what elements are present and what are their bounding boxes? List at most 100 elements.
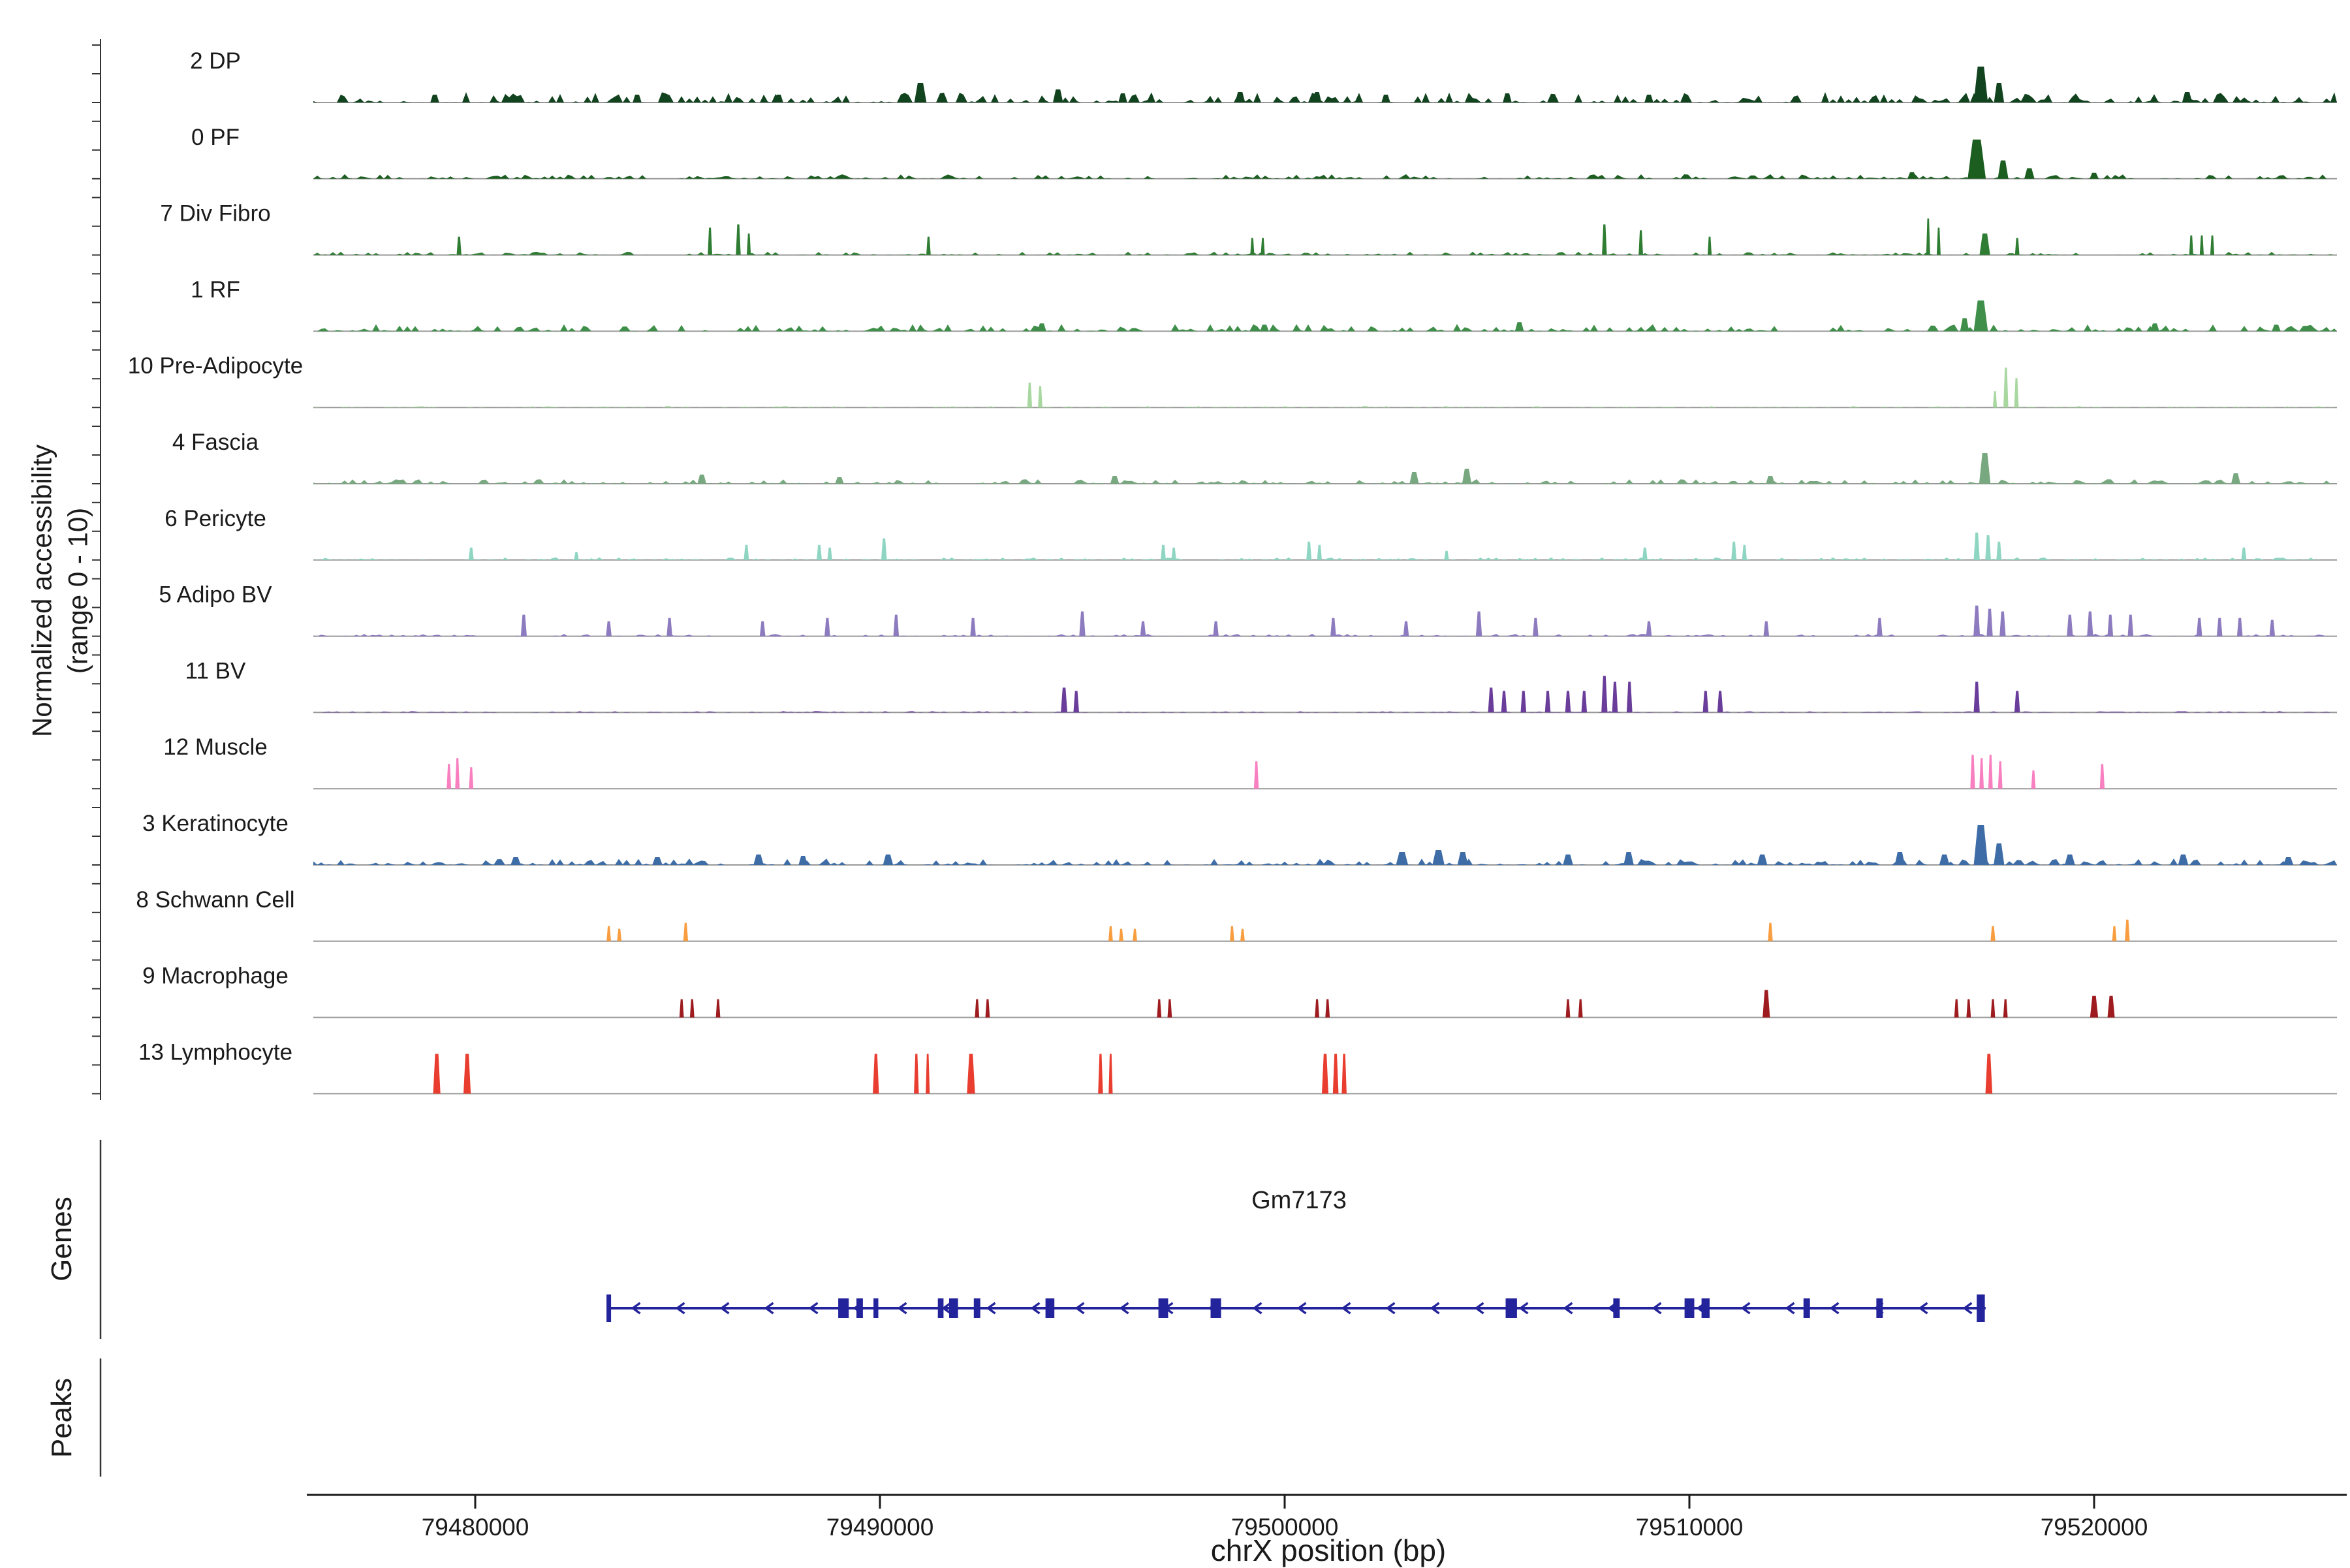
signal-peak — [2090, 996, 2099, 1018]
signal-peak — [1503, 93, 1512, 102]
gene-name-label: Gm7173 — [1251, 1187, 1347, 1214]
x-axis-tick-label: 79480000 — [422, 1514, 529, 1541]
signal-peak — [1133, 928, 1137, 941]
track-10-pre-adipocyte: 10 Pre-Adipocyte — [128, 353, 2337, 409]
signal-peak — [975, 999, 980, 1018]
gene-exon — [937, 1298, 944, 1318]
signal-peak — [1073, 691, 1079, 713]
signal-peak — [2003, 999, 2008, 1018]
signal-peak — [1985, 1054, 1993, 1094]
track-signal-noise — [313, 858, 2337, 865]
signal-peak — [1514, 322, 1524, 332]
signal-peak — [1240, 928, 1245, 941]
signal-peak — [1985, 535, 1991, 560]
signal-peak — [1565, 691, 1571, 713]
signal-peak — [715, 999, 721, 1018]
signal-peak — [1763, 621, 1770, 636]
signal-peak — [798, 856, 807, 865]
signal-peak — [736, 224, 741, 255]
signal-peak — [2216, 618, 2223, 636]
strand-arrow-left-icon — [1030, 1302, 1041, 1315]
signal-peak — [1565, 999, 1571, 1018]
signal-peak — [446, 764, 452, 789]
gene-exon — [1045, 1298, 1055, 1318]
signal-peak — [2241, 547, 2247, 560]
x-axis-tick-label: 79490000 — [826, 1514, 934, 1541]
x-axis: 79480000 79490000 79500000 79510000 79520000 — [307, 1494, 2347, 1541]
y-axis-label-line2: (range 0 - 10) — [62, 507, 93, 674]
signal-peak — [1167, 999, 1172, 1018]
signal-peak — [2065, 855, 2075, 865]
track-0-pf: 0 PF — [191, 125, 2337, 180]
track-label: 7 Div Fibro — [160, 201, 270, 227]
track-label: 13 Lymphocyte — [138, 1039, 292, 1065]
signal-peak — [1973, 825, 1988, 865]
signal-peak — [873, 1054, 879, 1094]
signal-peak — [1998, 160, 2009, 179]
signal-peak — [2283, 857, 2294, 865]
track-5-adipo-bv: 5 Adipo BV — [159, 582, 2337, 637]
track-1-rf: 1 RF — [191, 277, 2337, 332]
signal-peak — [1533, 618, 1539, 636]
gene-exon — [1701, 1298, 1710, 1318]
signal-peak — [1325, 999, 1330, 1018]
signal-peak — [2014, 378, 2019, 408]
signal-peak — [1707, 236, 1712, 255]
gene-exon — [838, 1298, 849, 1318]
signal-peak — [1444, 550, 1449, 560]
signal-peak — [1757, 855, 1768, 865]
track-signal-noise — [313, 251, 2337, 255]
track-label: 1 RF — [191, 277, 240, 302]
gene-exon — [1803, 1298, 1810, 1318]
signal-peak — [574, 552, 579, 560]
signal-peak — [1602, 224, 1607, 255]
signal-peak — [2196, 618, 2202, 636]
signal-peak — [914, 1054, 919, 1094]
signal-peak — [1979, 233, 1990, 255]
signal-peak — [1462, 469, 1472, 484]
gene-model — [99, 1140, 1986, 1339]
signal-peak — [1235, 92, 1246, 102]
signal-peak — [1999, 611, 2006, 636]
signal-peak — [1994, 843, 2005, 865]
gene-exon — [856, 1298, 863, 1318]
track-label: 9 Macrophage — [142, 964, 289, 989]
signal-peak — [1966, 999, 1971, 1018]
signal-peak — [1037, 323, 1046, 332]
signal-peak — [2014, 691, 2020, 713]
signal-peak — [744, 544, 749, 560]
signal-peak — [1053, 89, 1063, 102]
signal-peak — [2127, 614, 2134, 636]
signal-peak — [1161, 544, 1166, 560]
signal-peak — [606, 926, 611, 941]
track-3-keratinocyte: 3 Keratinocyte — [142, 811, 2337, 866]
signal-peak — [1990, 926, 1996, 941]
signal-peak — [1171, 547, 1176, 560]
signal-peak — [827, 547, 832, 560]
gene-exon — [1876, 1298, 1883, 1318]
track-6-pericyte: 6 Pericyte — [164, 506, 2337, 561]
signal-peak — [2182, 92, 2193, 102]
signal-peak — [1475, 611, 1482, 636]
track-label: 4 Fascia — [172, 430, 259, 455]
signal-peak — [1642, 547, 1648, 560]
signal-peak — [463, 1054, 471, 1094]
signal-peak — [2024, 168, 2035, 179]
signal-peak — [1119, 928, 1123, 941]
signal-peak — [689, 999, 695, 1018]
track-y-axis-bracket — [92, 39, 101, 1100]
strand-arrow-left-icon — [1918, 1302, 1928, 1315]
signal-peak — [1894, 852, 1905, 865]
signal-peak — [1079, 611, 1086, 636]
signal-peak — [1341, 1054, 1347, 1094]
signal-peak — [606, 621, 612, 636]
strand-arrow-left-icon — [675, 1302, 685, 1315]
signal-peak — [2269, 619, 2276, 636]
signal-peak — [1939, 855, 1950, 865]
strand-arrow-left-icon — [1119, 1302, 1129, 1315]
signal-peak — [1766, 476, 1775, 484]
y-axis-label: Normalized accessibility (range 0 - 10) — [24, 445, 95, 737]
signal-peak — [2272, 324, 2281, 332]
signal-peak — [1544, 691, 1551, 713]
